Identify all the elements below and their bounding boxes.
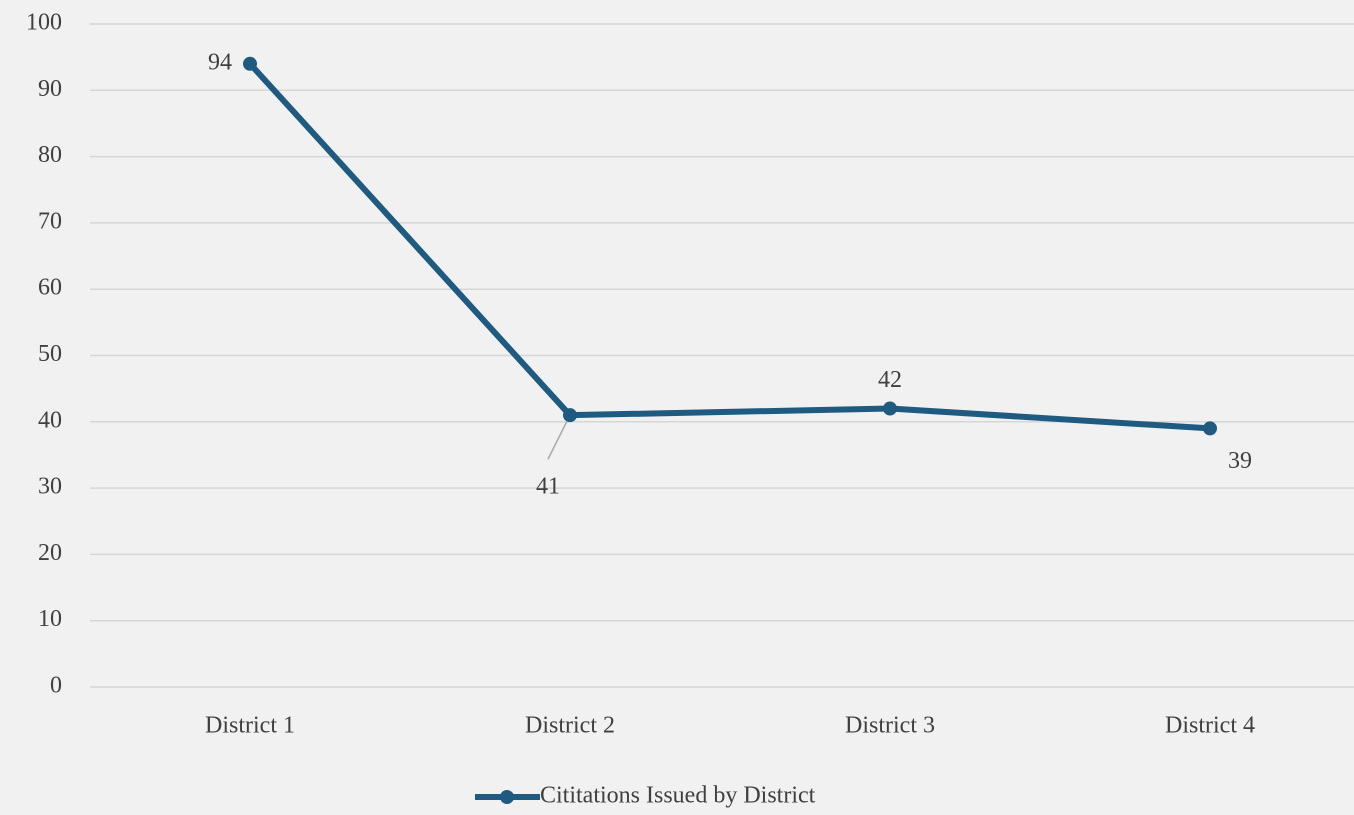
point-marker xyxy=(243,56,257,71)
x-tick-label: District 1 xyxy=(205,713,295,739)
y-tick-label: 0 xyxy=(50,673,62,699)
data-label: 41 xyxy=(536,474,560,500)
data-label: 94 xyxy=(208,49,232,75)
x-tick-label: District 3 xyxy=(845,713,935,739)
point-marker xyxy=(1203,421,1217,436)
x-tick-label: District 2 xyxy=(525,713,615,739)
data-label: 39 xyxy=(1228,448,1252,474)
y-tick-label: 10 xyxy=(38,606,62,632)
y-tick-label: 50 xyxy=(38,341,62,367)
legend-marker xyxy=(500,790,514,804)
y-tick-label: 80 xyxy=(38,142,62,168)
y-tick-label: 100 xyxy=(26,10,62,36)
y-tick-label: 40 xyxy=(38,407,62,433)
y-tick-label: 20 xyxy=(38,540,62,566)
y-tick-label: 60 xyxy=(38,275,62,301)
leader-line xyxy=(547,420,568,460)
y-tick-label: 90 xyxy=(38,76,62,102)
x-tick-label: District 4 xyxy=(1165,713,1255,739)
point-marker xyxy=(563,408,577,423)
y-tick-label: 70 xyxy=(38,208,62,234)
y-tick-label: 30 xyxy=(38,474,62,500)
data-label: 42 xyxy=(878,367,902,393)
legend-label: Cititations Issued by District xyxy=(540,783,816,809)
point-marker xyxy=(883,401,897,416)
series-line xyxy=(247,61,1211,432)
